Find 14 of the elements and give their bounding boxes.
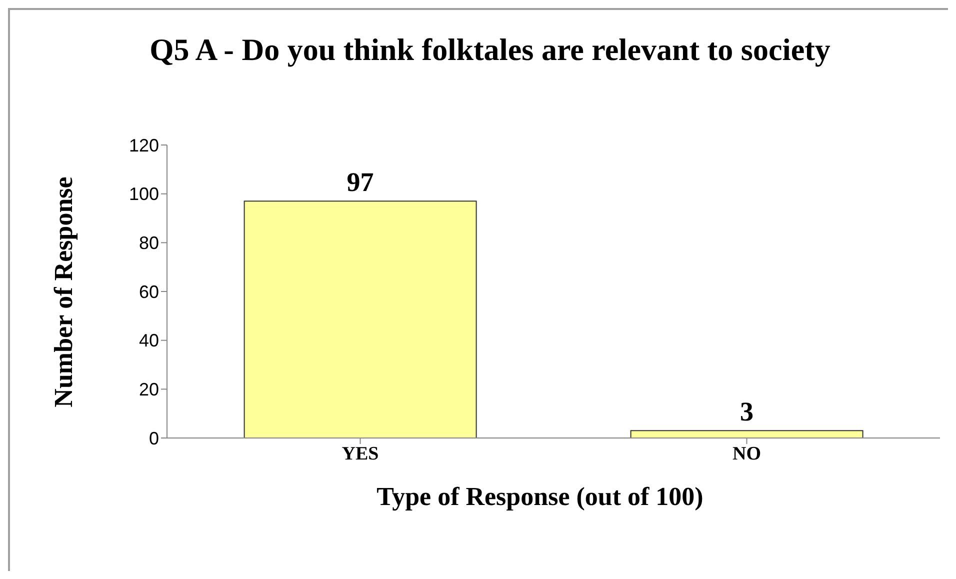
data-label: 97 bbox=[346, 167, 374, 198]
x-axis-title: Type of Response (out of 100) bbox=[376, 482, 704, 512]
y-tick-label: 120 bbox=[128, 135, 159, 156]
y-tick-label: 0 bbox=[148, 428, 159, 448]
y-tick-label: 100 bbox=[128, 184, 159, 204]
x-tick-label: NO bbox=[732, 443, 761, 464]
data-label: 3 bbox=[740, 396, 754, 427]
y-axis-title: Number of Response bbox=[49, 176, 79, 408]
y-tick-label: 60 bbox=[138, 282, 159, 302]
chart-title: Q5 A - Do you think folktales are relevant to society bbox=[148, 31, 832, 69]
y-tick-label: 40 bbox=[138, 330, 159, 351]
x-tick-label: YES bbox=[342, 443, 379, 464]
y-tick-label: 80 bbox=[138, 233, 159, 254]
y-tick-label: 20 bbox=[138, 380, 159, 400]
